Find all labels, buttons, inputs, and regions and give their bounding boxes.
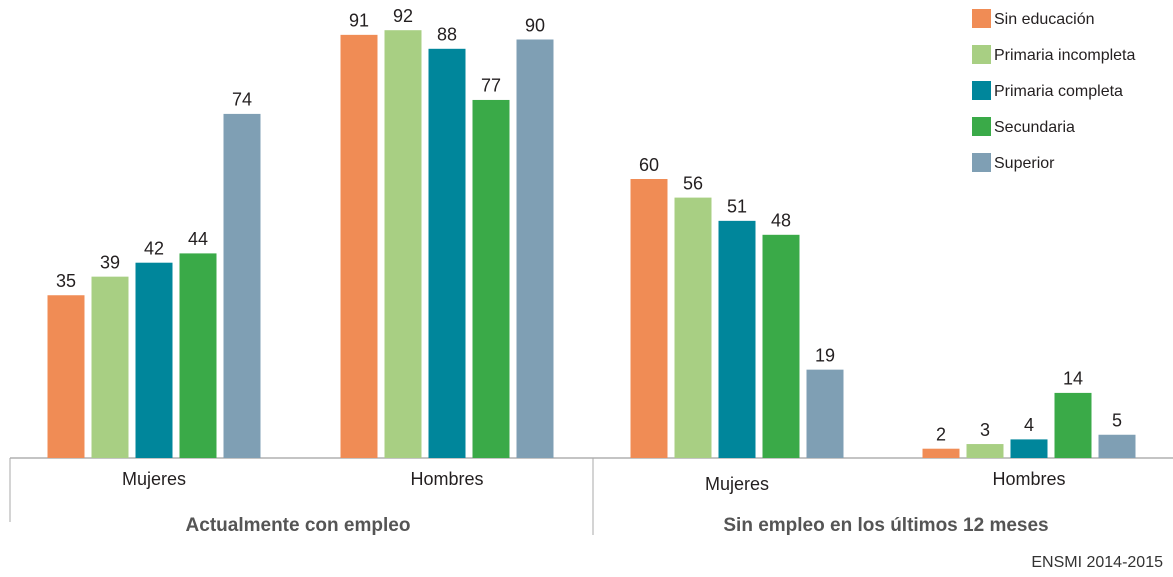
legend-swatch bbox=[972, 45, 991, 64]
bar bbox=[340, 34, 378, 458]
group-label: Actualmente con empleo bbox=[186, 515, 411, 536]
bar bbox=[384, 30, 422, 458]
bar bbox=[762, 234, 800, 458]
data-label: 5 bbox=[1112, 411, 1122, 431]
data-label: 88 bbox=[437, 25, 457, 45]
data-label: 48 bbox=[771, 211, 791, 231]
group-label: Sin empleo en los últimos 12 meses bbox=[723, 515, 1048, 536]
data-label: 51 bbox=[727, 197, 747, 217]
legend-swatch bbox=[972, 9, 991, 28]
data-label: 39 bbox=[100, 252, 120, 272]
data-label: 4 bbox=[1024, 415, 1034, 435]
data-label: 90 bbox=[525, 15, 545, 35]
x-tick-label: Hombres bbox=[992, 469, 1065, 489]
x-tick-label: Mujeres bbox=[705, 474, 769, 494]
legend-label: Superior bbox=[994, 155, 1055, 172]
bar bbox=[47, 295, 85, 458]
bar bbox=[428, 48, 466, 459]
data-label: 74 bbox=[232, 90, 252, 110]
bar bbox=[630, 179, 668, 458]
bar bbox=[179, 253, 217, 458]
data-label: 14 bbox=[1063, 369, 1083, 389]
data-label: 60 bbox=[639, 155, 659, 175]
legend-label: Secundaria bbox=[994, 119, 1075, 136]
bar bbox=[806, 369, 844, 458]
data-label: 42 bbox=[144, 238, 164, 258]
data-label: 2 bbox=[936, 424, 946, 444]
data-label: 44 bbox=[188, 229, 208, 249]
data-label: 77 bbox=[481, 76, 501, 96]
bar bbox=[922, 448, 960, 458]
x-tick-label: Mujeres bbox=[122, 469, 186, 489]
legend-swatch bbox=[972, 153, 991, 172]
bar bbox=[223, 113, 261, 459]
data-label: 56 bbox=[683, 173, 703, 193]
data-label: 35 bbox=[56, 271, 76, 291]
source: ENSMI 2014-2015 bbox=[1031, 554, 1163, 571]
bar bbox=[966, 444, 1004, 458]
x-tick-label: Hombres bbox=[410, 469, 483, 489]
legend-swatch bbox=[972, 81, 991, 100]
bar bbox=[1098, 434, 1136, 458]
bar bbox=[1010, 439, 1048, 458]
bar bbox=[135, 262, 173, 458]
bar bbox=[718, 220, 756, 458]
bar bbox=[1054, 392, 1092, 458]
bar bbox=[91, 276, 129, 458]
bar bbox=[516, 39, 554, 458]
data-label: 19 bbox=[815, 345, 835, 365]
bar bbox=[472, 99, 510, 458]
legend-label: Primaria incompleta bbox=[994, 47, 1135, 64]
data-label: 92 bbox=[393, 6, 413, 26]
data-label: 3 bbox=[980, 420, 990, 440]
legend-swatch bbox=[972, 117, 991, 136]
legend-label: Sin educación bbox=[994, 11, 1095, 28]
data-label: 91 bbox=[349, 11, 369, 31]
bar bbox=[674, 197, 712, 458]
legend-label: Primaria completa bbox=[994, 83, 1123, 100]
